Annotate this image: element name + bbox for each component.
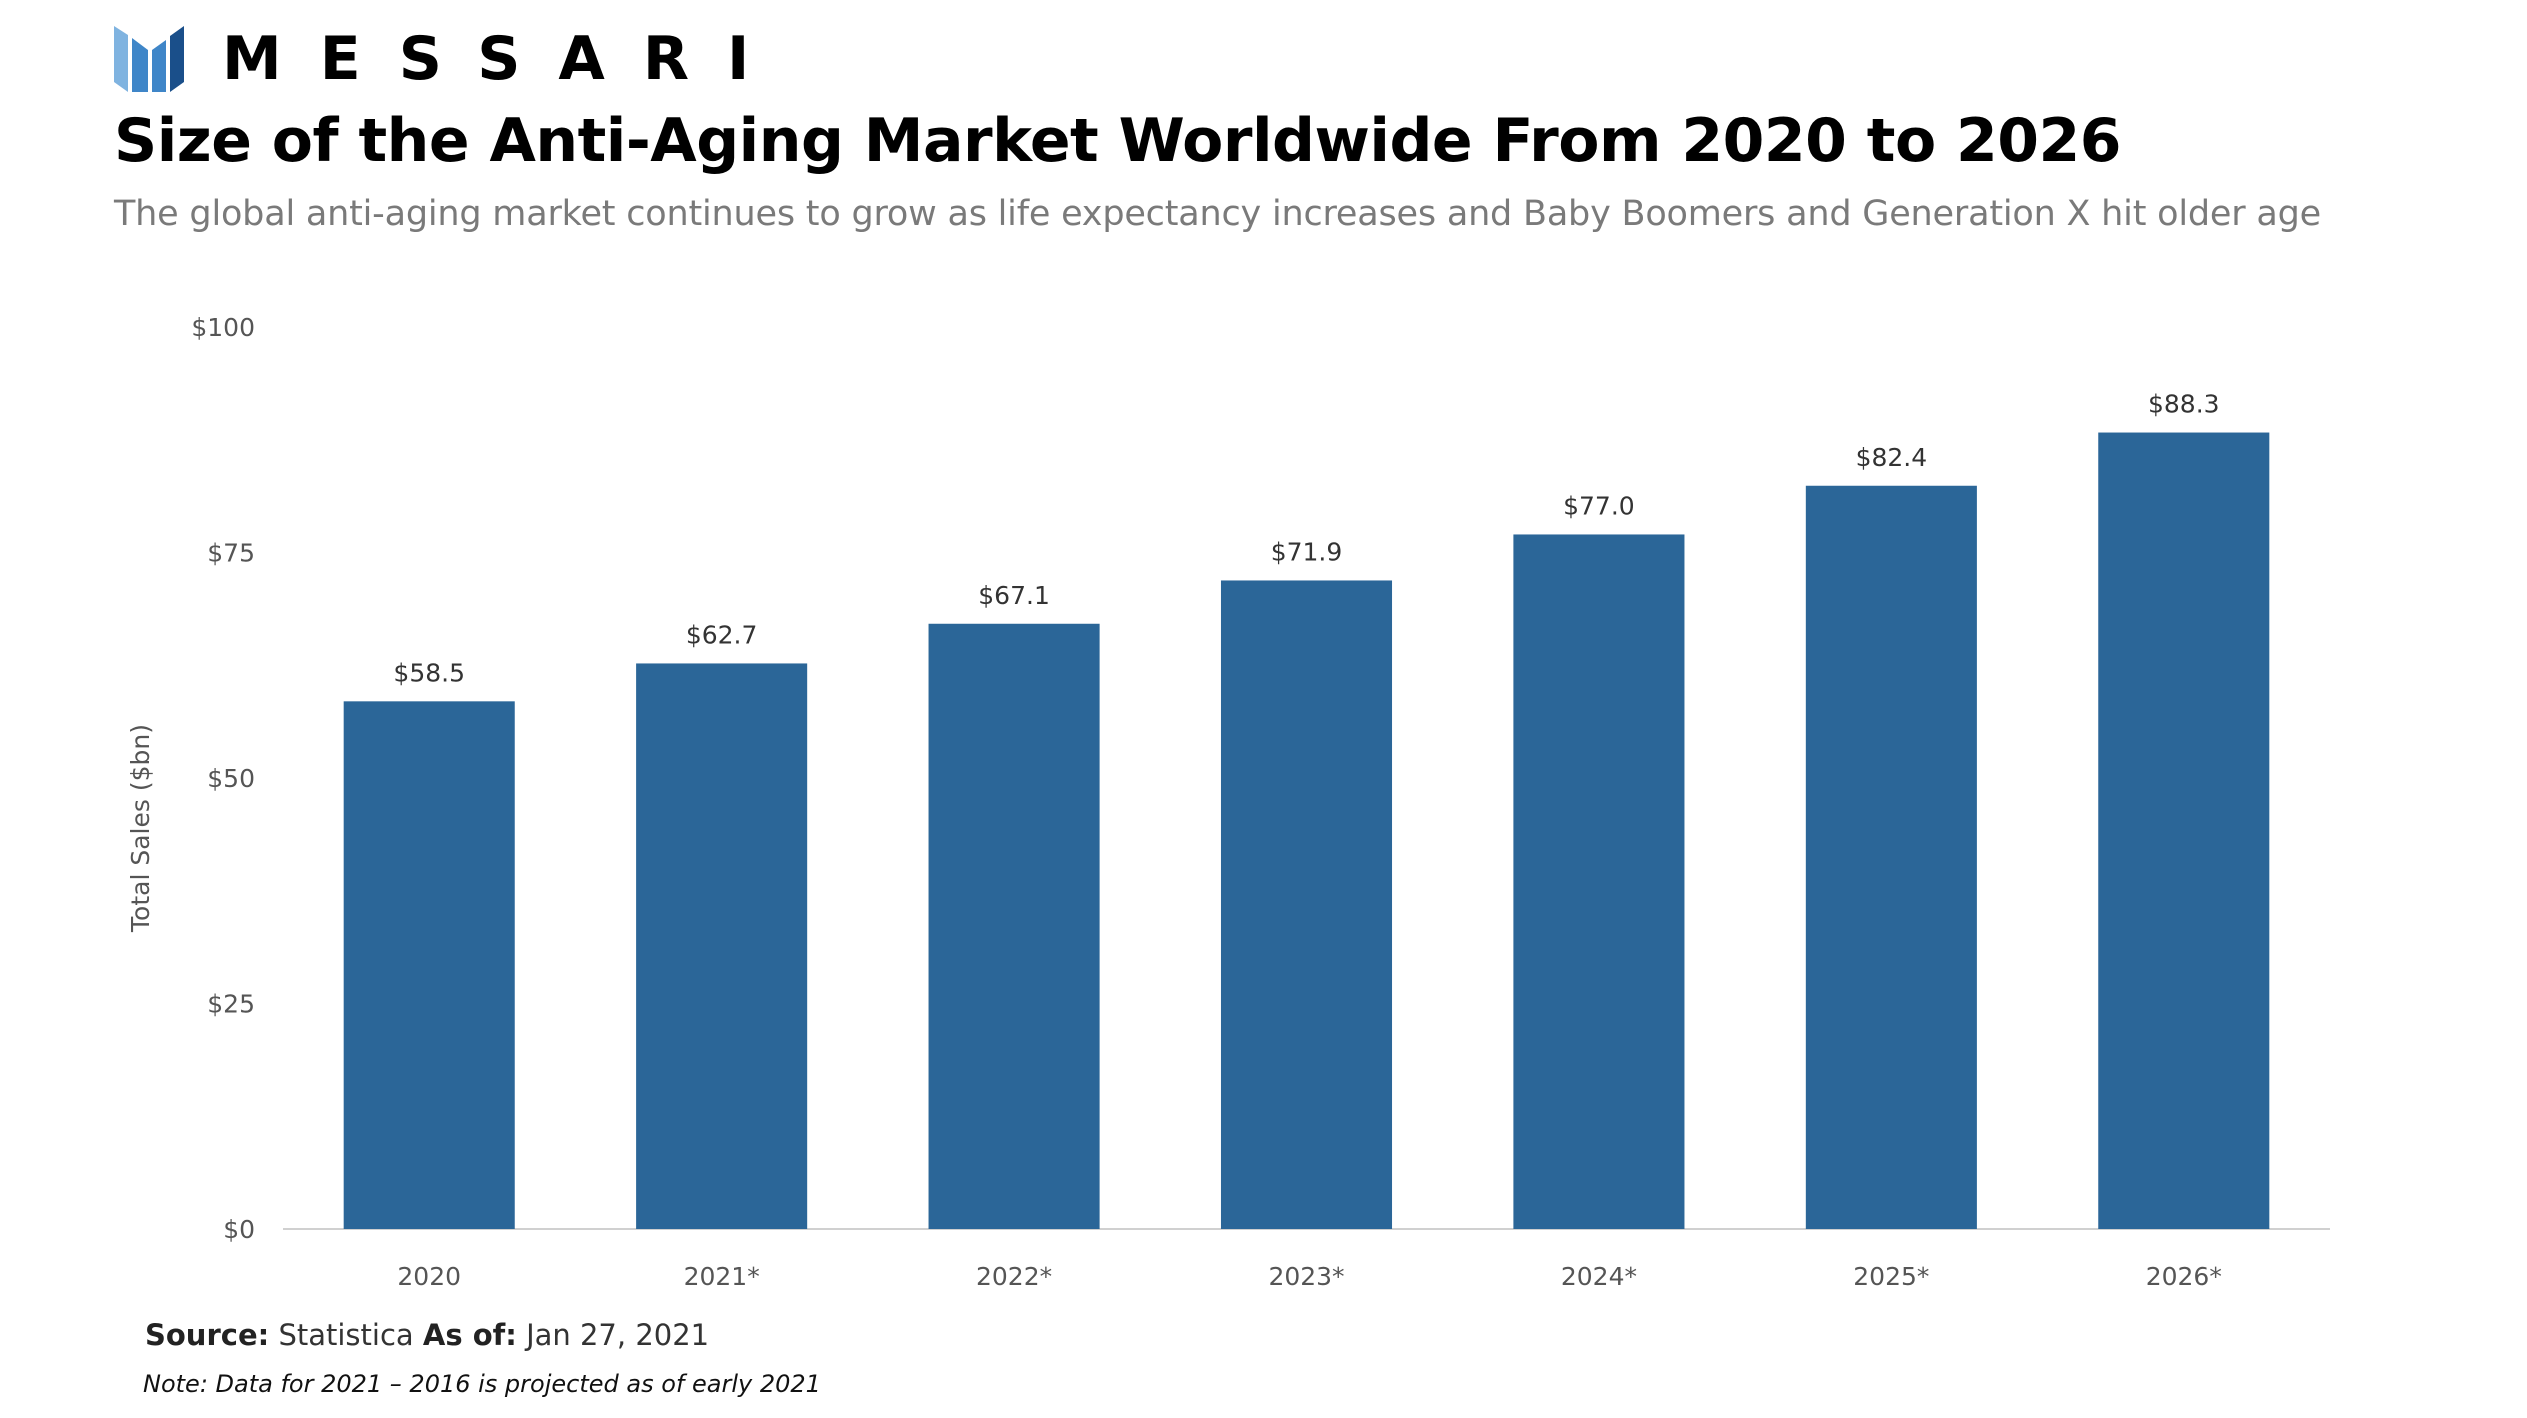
- data-label: $62.7: [686, 620, 758, 649]
- source-label: Source:: [145, 1318, 270, 1352]
- bar-2024: [1513, 534, 1685, 1229]
- asof-label: As of:: [422, 1318, 517, 1352]
- y-tick-label: $0: [223, 1215, 255, 1244]
- data-label: $58.5: [393, 658, 465, 687]
- x-tick-label: 2024*: [1561, 1262, 1637, 1291]
- messari-logo-icon: [114, 26, 184, 92]
- asof-value: Jan 27, 2021: [526, 1318, 710, 1352]
- page-title: Size of the Anti-Aging Market Worldwide …: [114, 106, 2122, 176]
- y-tick-label: $75: [207, 539, 255, 568]
- y-axis-label: Total Sales ($bn): [126, 724, 155, 933]
- bar-2021: [636, 663, 808, 1229]
- y-tick-label: $25: [207, 990, 255, 1019]
- bar-chart: $0 $25 $50 $75 $100 Total Sales ($bn) $58.5 202…: [126, 313, 2330, 1291]
- bar-2025: [1805, 485, 1977, 1229]
- data-label: $88.3: [2148, 390, 2220, 419]
- source-line: Source: Statistica As of: Jan 27, 2021: [145, 1318, 709, 1352]
- bar-2023: [1220, 580, 1393, 1229]
- page-subtitle: The global anti-aging market continues t…: [114, 194, 2321, 234]
- bar-2022: [928, 623, 1100, 1229]
- data-label: $82.4: [1856, 443, 1928, 472]
- bar-2020: [343, 701, 515, 1229]
- x-tick-label: 2021*: [684, 1262, 760, 1291]
- x-tick-label: 2020: [397, 1262, 461, 1291]
- x-tick-label: 2025*: [1853, 1262, 1929, 1291]
- data-label: $71.9: [1271, 537, 1343, 566]
- brand-name: MESSARI: [222, 24, 788, 94]
- data-label: $67.1: [978, 581, 1050, 610]
- x-tick-label: 2022*: [976, 1262, 1052, 1291]
- y-tick-label: $100: [191, 313, 255, 342]
- projection-note: Note: Data for 2021 – 2016 is projected …: [143, 1370, 821, 1398]
- x-tick-label: 2026*: [2146, 1262, 2222, 1291]
- y-tick-label: $50: [207, 764, 255, 793]
- source-value: Statistica: [278, 1318, 414, 1352]
- brand-header: MESSARI: [114, 26, 787, 92]
- x-tick-label: 2023*: [1268, 1262, 1344, 1291]
- data-label: $77.0: [1563, 491, 1635, 520]
- bar-2026: [2098, 432, 2270, 1229]
